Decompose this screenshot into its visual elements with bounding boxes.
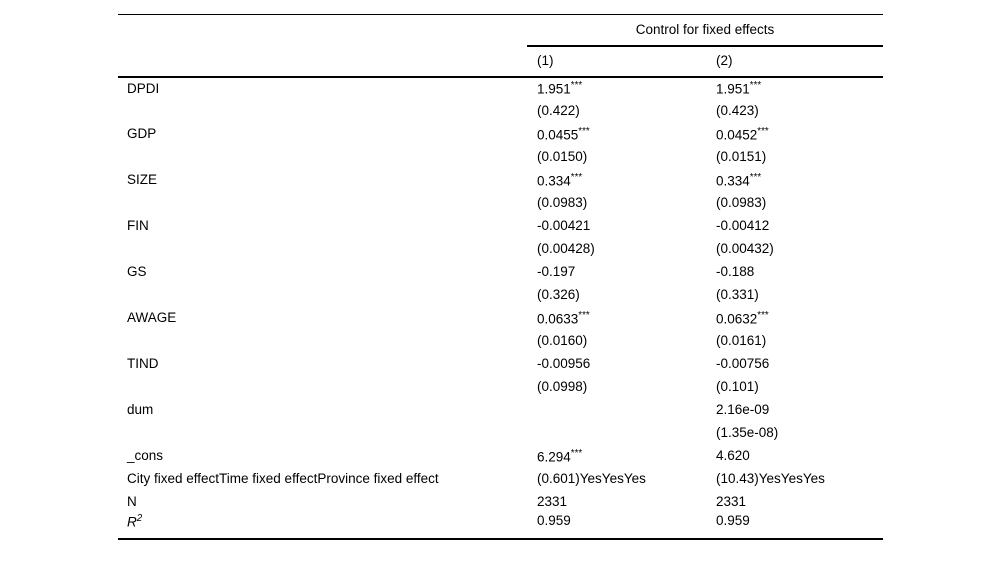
value-cell-col2: (0.00432) (716, 241, 774, 257)
row-label-cell: TIND (127, 356, 159, 372)
value-cell-col1: 0.959 (537, 513, 571, 529)
row-label-cell: dum (127, 402, 154, 418)
value-cell-col2: 1.951*** (716, 80, 762, 97)
value-cell-col2: (1.35e-08) (716, 425, 779, 441)
table-row: GDP 0.0455*** 0.0452*** (118, 123, 883, 146)
row-label-cell: City fixed effectTime fixed effectProvin… (127, 471, 439, 487)
row-label-cell: _cons (127, 448, 164, 464)
value-cell-col2: -0.188 (716, 264, 755, 280)
value-cell-col1: (0.0998) (537, 379, 588, 395)
table-row: (0.422) (0.423) (118, 100, 883, 123)
value-cell-col1: 0.0455*** (537, 125, 590, 142)
value-cell-col2: (0.0151) (716, 149, 767, 165)
value-cell-col2: -0.00756 (716, 356, 770, 372)
table-row: AWAGE 0.0633*** 0.0632*** (118, 307, 883, 330)
row-label-cell: GS (127, 264, 147, 280)
table-row: R2 0.959 0.959 (118, 512, 883, 539)
value-cell-col2: 2331 (716, 494, 747, 510)
value-cell-col1: -0.00421 (537, 218, 591, 234)
column-group-header: Control for fixed effects (527, 14, 884, 47)
table-row: (0.0998) (0.101) (118, 376, 883, 399)
value-cell-col2: 0.0632*** (716, 309, 769, 326)
value-cell-col2: (10.43)YesYesYes (716, 471, 825, 487)
row-label-cell (118, 238, 527, 261)
table-row: (0.0160) (0.0161) (118, 330, 883, 353)
column-header-2: (2) (707, 45, 884, 78)
row-label-cell: N (127, 494, 137, 510)
row-label-cell (118, 376, 527, 399)
row-label-cell (118, 330, 527, 353)
value-cell-col1: (0.0983) (537, 195, 588, 211)
row-label-cell (118, 422, 527, 445)
column-header-1: (1) (527, 45, 707, 78)
column-group-row: Control for fixed effects (118, 14, 884, 47)
value-cell-col2: 4.620 (716, 448, 750, 464)
row-label-cell: DPDI (127, 80, 160, 96)
value-cell-col1: 2331 (537, 494, 568, 510)
value-cell-col2: (0.0983) (716, 195, 767, 211)
table-row: N 2331 2331 (118, 491, 883, 514)
table-row: GS -0.197 -0.188 (118, 261, 883, 284)
value-cell-col1: (0.601)YesYesYes (537, 471, 646, 487)
table-row: (0.00428) (0.00432) (118, 238, 883, 261)
value-cell-col1: -0.197 (537, 264, 576, 280)
value-cell-col2: -0.00412 (716, 218, 770, 234)
value-cell-col1: 1.951*** (537, 80, 583, 97)
table-row: (0.0983) (0.0983) (118, 192, 883, 215)
value-cell-col2: 2.16e-09 (716, 402, 770, 418)
value-cell-col1: (0.0160) (537, 333, 588, 349)
row-label-cell (118, 192, 527, 215)
value-cell-col1: 0.334*** (537, 171, 583, 188)
value-cell-col2: (0.331) (716, 287, 759, 303)
table-row: TIND -0.00956 -0.00756 (118, 353, 883, 376)
row-label-cell (118, 100, 527, 123)
row-label-cell: AWAGE (127, 310, 177, 326)
value-cell-col2: 0.0452*** (716, 125, 769, 142)
value-cell-col1: 6.294*** (537, 447, 583, 464)
table-row: dum 2.16e-09 (118, 399, 883, 422)
row-label-cell: FIN (127, 218, 149, 234)
table-row: (0.326) (0.331) (118, 284, 883, 307)
value-cell-col1: (0.00428) (537, 241, 595, 257)
value-cell-col1 (527, 422, 707, 445)
table-row: DPDI 1.951*** 1.951*** (118, 77, 883, 100)
table-row: (0.0150) (0.0151) (118, 146, 883, 169)
column-number-row: (1) (2) (118, 45, 884, 78)
table-row: City fixed effectTime fixed effectProvin… (118, 468, 883, 491)
empty-header-cell (118, 45, 527, 78)
value-cell-col1: -0.00956 (537, 356, 591, 372)
table-row: _cons 6.294*** 4.620 (118, 445, 883, 468)
value-cell-col1: (0.422) (537, 103, 580, 119)
table-row: (1.35e-08) (118, 422, 883, 445)
value-cell-col2: (0.0161) (716, 333, 767, 349)
value-cell-col1: 0.0633*** (537, 309, 590, 326)
table-body: DPDI 1.951*** 1.951*** (0.422) (0.423) GDP 0.0… (118, 77, 883, 539)
value-cell-col2: (0.423) (716, 103, 759, 119)
value-cell-col1 (527, 399, 707, 422)
regression-table-grid: Control for fixed effects (1) (2) DPDI 1.… (118, 14, 884, 540)
value-cell-col1: (0.326) (537, 287, 580, 303)
value-cell-col2: 0.959 (716, 513, 750, 529)
value-cell-col2: 0.334*** (716, 171, 762, 188)
row-label-cell (118, 284, 527, 307)
value-cell-col1: (0.0150) (537, 149, 588, 165)
row-label-cell: R2 (127, 512, 143, 529)
regression-table: Control for fixed effects (1) (2) DPDI 1.… (118, 14, 884, 540)
row-label-cell: GDP (127, 126, 157, 142)
row-label-cell (118, 146, 527, 169)
value-cell-col2: (0.101) (716, 379, 759, 395)
row-label-cell: SIZE (127, 172, 158, 188)
table-row: SIZE 0.334*** 0.334*** (118, 169, 883, 192)
table-row: FIN -0.00421 -0.00412 (118, 215, 883, 238)
empty-header-cell (118, 15, 527, 46)
